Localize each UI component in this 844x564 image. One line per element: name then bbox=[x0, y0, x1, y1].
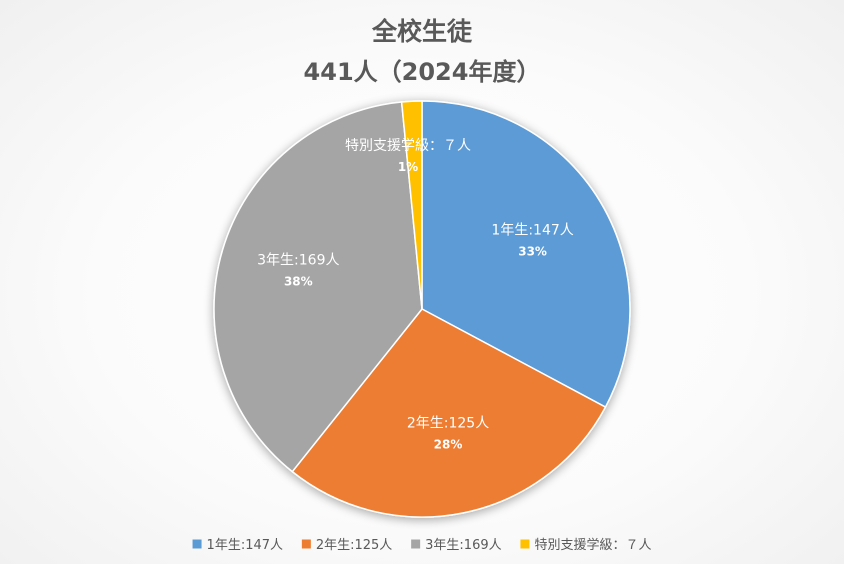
legend: 1年生:147人 2年生:125人 3年生:169人 特別支援学級：７人 bbox=[192, 537, 651, 553]
legend-label-4: 特別支援学級：７人 bbox=[534, 537, 651, 553]
legend-label-2: 2年生:125人 bbox=[316, 538, 392, 553]
slice-percent-1: 33% bbox=[518, 245, 547, 259]
legend-item-1: 1年生:147人 bbox=[192, 538, 283, 553]
slice-label-4: 特別支援学級：７人 bbox=[345, 138, 471, 154]
slice-percent-2: 28% bbox=[434, 437, 463, 451]
pie-slice-4 bbox=[400, 100, 423, 310]
pie-slice-1 bbox=[421, 100, 631, 409]
pie-slices bbox=[213, 100, 631, 518]
slice-percent-3: 38% bbox=[284, 274, 313, 288]
pie-slice-3 bbox=[213, 101, 423, 473]
pie-slice-2 bbox=[291, 308, 607, 518]
legend-swatch-2 bbox=[301, 539, 311, 549]
chart-subtitle: 441人（2024年度） bbox=[304, 58, 541, 86]
legend-swatch-1 bbox=[192, 539, 202, 549]
legend-label-1: 1年生:147人 bbox=[207, 538, 283, 553]
legend-item-2: 2年生:125人 bbox=[301, 538, 392, 553]
legend-item-3: 3年生:169人 bbox=[411, 538, 502, 553]
legend-swatch-3 bbox=[411, 539, 421, 549]
legend-swatch-4 bbox=[520, 539, 530, 549]
slice-percent-4: 1% bbox=[398, 160, 418, 174]
slice-label-2: 2年生:125人 bbox=[407, 415, 489, 431]
slice-label-1: 1年生:147人 bbox=[491, 223, 573, 239]
chart-title: 全校生徒 bbox=[371, 17, 473, 46]
legend-label-3: 3年生:169人 bbox=[425, 538, 501, 553]
pie-data-labels: 1年生:147人 33% 2年生:125人 28% 3年生:169人 38% 特別支援学級：… bbox=[257, 138, 574, 451]
slice-label-3: 3年生:169人 bbox=[257, 252, 339, 268]
legend-item-4: 特別支援学級：７人 bbox=[520, 537, 651, 553]
